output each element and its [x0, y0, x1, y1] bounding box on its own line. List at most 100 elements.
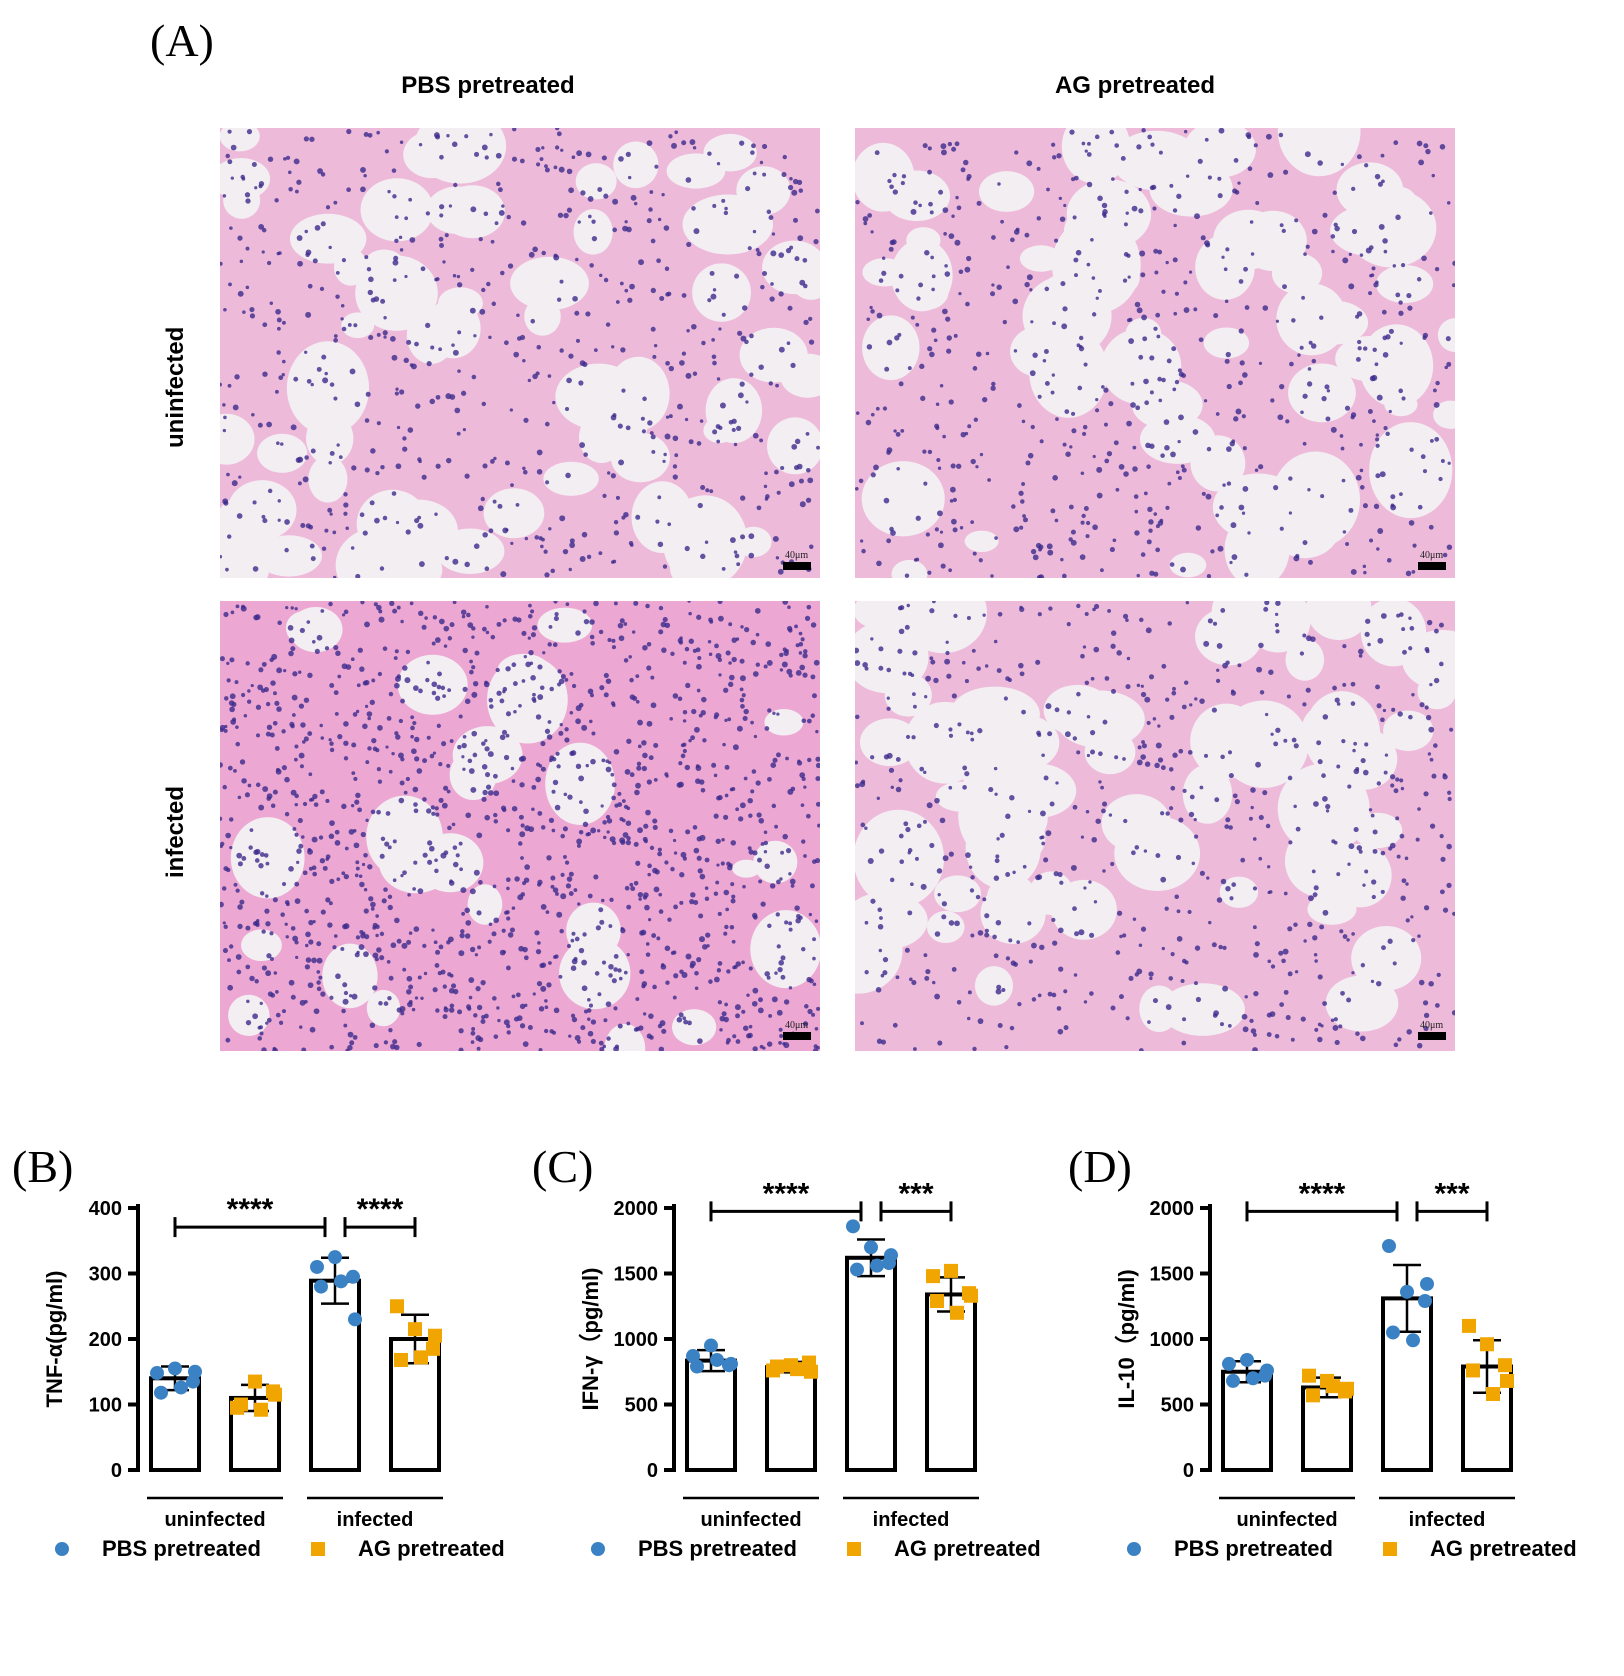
micrograph-pbs-infected — [220, 601, 820, 1051]
significance-label: *** — [1434, 1177, 1469, 1210]
scale-bar-label: 40μm — [1420, 1020, 1444, 1031]
data-point — [1406, 1333, 1420, 1348]
data-point — [154, 1385, 168, 1400]
legend-label: PBS pretreated — [1174, 1536, 1333, 1561]
data-point — [710, 1352, 724, 1367]
y-tick-label: 500 — [625, 1395, 658, 1417]
data-point — [428, 1328, 442, 1343]
data-point — [1418, 1294, 1432, 1309]
data-point — [328, 1250, 342, 1265]
chart-ifn-gamma: 0 500 1000 1500 2000 IFN-γ（pg/ml) uninfected in… — [536, 1177, 1076, 1676]
data-point — [254, 1402, 268, 1417]
data-point — [864, 1240, 878, 1255]
column-header-ag: AG pretreated — [1054, 72, 1216, 99]
y-tick-label: 2000 — [614, 1198, 659, 1220]
y-tick-label: 300 — [89, 1264, 122, 1286]
data-point — [314, 1279, 328, 1294]
legend-marker — [591, 1542, 605, 1556]
y-axis-label: IFN-γ（pg/ml) — [578, 1268, 603, 1411]
y-tick-label: 1000 — [614, 1329, 659, 1351]
data-point — [1480, 1337, 1494, 1352]
data-point — [268, 1387, 282, 1402]
y-tick-label: 0 — [647, 1460, 658, 1482]
data-point — [1420, 1276, 1434, 1291]
data-point — [930, 1294, 944, 1309]
data-point — [1326, 1379, 1340, 1394]
row-header-infected: infected — [162, 785, 189, 878]
y-axis-label: IL-10（pg/ml) — [1114, 1269, 1139, 1408]
scale-bar — [783, 1032, 811, 1040]
group-label: infected — [337, 1509, 414, 1531]
legend-label: AG pretreated — [1430, 1536, 1577, 1561]
data-point — [1260, 1363, 1274, 1378]
data-point — [188, 1364, 202, 1379]
data-point — [850, 1262, 864, 1277]
data-point — [1302, 1368, 1316, 1383]
data-point — [248, 1374, 262, 1389]
data-point — [690, 1359, 704, 1374]
y-tick-label: 0 — [1183, 1460, 1194, 1482]
data-point — [804, 1364, 818, 1379]
legend-marker — [1127, 1542, 1141, 1556]
data-point — [1382, 1238, 1396, 1253]
panel-a-label: (A) — [150, 15, 214, 66]
data-point — [390, 1299, 404, 1314]
data-point — [944, 1263, 958, 1278]
group-label: uninfected — [700, 1509, 801, 1531]
data-point — [1386, 1325, 1400, 1340]
group-label: uninfected — [164, 1509, 265, 1531]
bar — [765, 1365, 817, 1472]
significance-label: **** — [763, 1177, 810, 1210]
data-point — [926, 1269, 940, 1284]
column-header-pbs: PBS pretreated — [401, 72, 575, 99]
data-point — [408, 1322, 422, 1337]
data-point — [1498, 1358, 1512, 1373]
data-point — [1222, 1356, 1236, 1371]
data-point — [1306, 1388, 1320, 1403]
bar — [685, 1358, 737, 1473]
data-point — [964, 1288, 978, 1303]
legend-marker — [1383, 1542, 1397, 1556]
data-point — [790, 1362, 804, 1377]
group-label: uninfected — [1236, 1509, 1337, 1531]
data-point — [168, 1361, 182, 1376]
data-point — [346, 1269, 360, 1284]
data-point — [884, 1248, 898, 1263]
y-tick-label: 1500 — [1150, 1264, 1195, 1286]
panel-b-label: (B) — [12, 1141, 74, 1192]
data-point — [1462, 1318, 1476, 1333]
chart-il-10: 0 500 1000 1500 2000 IL-10（pg/ml) uninfected in… — [1072, 1177, 1624, 1676]
significance-label: **** — [357, 1193, 404, 1226]
scale-bar-label: 40μm — [1420, 550, 1444, 561]
scale-bar — [1418, 562, 1446, 570]
y-tick-label: 1000 — [1150, 1329, 1195, 1351]
data-point — [150, 1366, 164, 1381]
micrograph-ag-uninfected — [855, 128, 1455, 578]
legend-label: AG pretreated — [358, 1536, 505, 1561]
data-point — [414, 1350, 428, 1365]
bar — [925, 1292, 977, 1472]
significance-label: *** — [898, 1177, 933, 1210]
legend-label: PBS pretreated — [102, 1536, 261, 1561]
data-point — [310, 1259, 324, 1274]
data-point — [846, 1219, 860, 1234]
data-point — [1340, 1381, 1354, 1396]
scale-bar-label: 40μm — [785, 1020, 809, 1031]
scale-bar — [783, 562, 811, 570]
legend-label: AG pretreated — [894, 1536, 1041, 1561]
data-point — [394, 1352, 408, 1367]
y-tick-label: 200 — [89, 1329, 122, 1351]
legend-label: PBS pretreated — [638, 1536, 797, 1561]
data-point — [1466, 1363, 1480, 1378]
data-point — [334, 1274, 348, 1289]
bar — [309, 1278, 361, 1472]
bar — [1221, 1369, 1273, 1472]
y-tick-label: 0 — [111, 1460, 122, 1482]
data-point — [174, 1380, 188, 1395]
legend-marker — [55, 1542, 69, 1556]
y-tick-label: 100 — [89, 1395, 122, 1417]
legend-marker — [847, 1542, 861, 1556]
data-point — [234, 1397, 248, 1412]
data-point — [1486, 1387, 1500, 1402]
y-tick-label: 400 — [89, 1198, 122, 1220]
